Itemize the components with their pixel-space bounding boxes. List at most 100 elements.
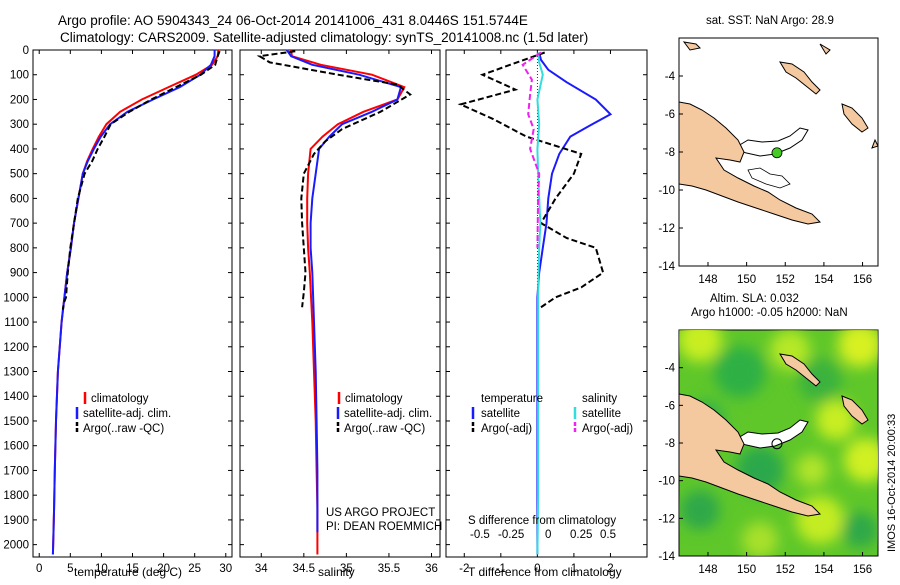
- land-bougainville: [841, 103, 869, 133]
- sla-map: 148 150 152 154 156 -4 -6 -8 -10 -12 -14: [658, 329, 879, 576]
- map-y-tick-label: -6: [665, 400, 675, 412]
- depth-tick-label: 800: [10, 243, 29, 255]
- depth-tick-label: 1300: [3, 367, 29, 379]
- sla-field: [679, 330, 878, 556]
- x-tick-label: 2: [607, 563, 613, 575]
- salinity-panel-frame: [239, 49, 441, 558]
- series-line-temperature-argo-adj-: [457, 51, 605, 311]
- series-line-salinity-satellite: [536, 52, 544, 555]
- series-line-argo-raw-qc-: [256, 50, 412, 308]
- credit-pi: PI: DEAN ROEMMICH: [326, 521, 442, 533]
- depth-tick-label: 0: [23, 45, 29, 57]
- depth-tick-label: 700: [10, 218, 29, 230]
- series-line-salinity-argo-adj-: [521, 51, 542, 248]
- series-line-satellite-adj-clim-: [285, 49, 403, 533]
- footer-timestamp: IMOS 16-Oct-2014 20:00:33: [886, 414, 898, 552]
- sla-map-subtitle: Argo h1000: -0.05 h2000: NaN: [691, 307, 848, 319]
- difference-series: [457, 51, 613, 555]
- depth-tick-label: 1000: [3, 292, 29, 304]
- sst-map: 148 150 152 154 156 -4 -6 -8 -10 -12 -14: [658, 37, 879, 286]
- land-new-britain: [737, 419, 809, 449]
- map-y-tick-label: -6: [665, 109, 675, 121]
- map-x-tick-label: 150: [737, 564, 756, 576]
- x-tick-label: 35.5: [378, 563, 400, 575]
- temperature-series: [51, 49, 221, 555]
- float-marker: [771, 438, 783, 450]
- x-tick-label: 35: [340, 563, 353, 575]
- map-x-tick-label: 148: [698, 564, 717, 576]
- x-tick-label: -2: [459, 563, 469, 575]
- depth-tick-label: 1100: [4, 317, 29, 329]
- series-line-satellite-adj-clim-: [51, 50, 216, 555]
- legend-label-satellite: satellite-adj. clim.: [83, 408, 171, 420]
- land-islands: [682, 41, 878, 149]
- depth-tick-label: 1600: [3, 441, 29, 453]
- float-marker: [771, 147, 783, 159]
- map-y-tick-label: -14: [658, 261, 675, 273]
- salinity-x-axis: 34 34.5 35 35.5 36: [255, 50, 438, 575]
- s-tick-label: 0: [545, 529, 551, 541]
- map-x-tick-label: 154: [814, 564, 834, 576]
- sla-blob-low: [798, 358, 842, 402]
- coast-outlines: [747, 167, 791, 189]
- map-x-tick-label: 152: [776, 274, 795, 286]
- x-tick-label: 10: [95, 563, 108, 575]
- x-tick-label: -1: [496, 563, 506, 575]
- s-tick-label: -0.5: [470, 529, 490, 541]
- x-tick-label: 30: [219, 563, 232, 575]
- map-x-tick-label: 154: [814, 274, 834, 286]
- map-y-tick-label: -12: [658, 223, 675, 235]
- map-x-tick-label: 156: [853, 564, 872, 576]
- sla-blob-high: [816, 400, 856, 440]
- sst-map-title: sat. SST: NaN Argo: 28.9: [706, 15, 834, 27]
- depth-tick-label: 200: [10, 94, 29, 106]
- land-new-guinea: [679, 101, 822, 225]
- s-tick-label: 0.25: [570, 529, 592, 541]
- legend-label-s-argo: Argo(-adj): [582, 423, 633, 435]
- map-y-tick-label: -4: [665, 71, 676, 83]
- map-x-tick-label: 150: [737, 274, 756, 286]
- depth-tick-label: 500: [10, 169, 29, 181]
- s-difference-ticks: -0.5 -0.25 0 0.25 0.5: [470, 529, 616, 541]
- map-y-tick-label: -14: [658, 551, 675, 563]
- x-tick-label: 34: [255, 563, 268, 575]
- temperature-legend: climatology satellite-adj. clim. Argo(..…: [75, 392, 171, 435]
- map-y-tick-label: -12: [658, 513, 675, 525]
- s-tick-label: -0.25: [498, 529, 524, 541]
- land-bougainville: [841, 395, 869, 425]
- map-y-tick-label: -4: [665, 363, 676, 375]
- sla-blob-high: [838, 330, 878, 367]
- map-y-tick-label: -10: [658, 476, 675, 488]
- map-y-tick-label: -10: [658, 185, 675, 197]
- sla-blob-high: [679, 330, 722, 362]
- figure-title-line1: Argo profile: AO 5904343_24 06-Oct-2014 …: [58, 13, 528, 28]
- salinity-xlabel: salinity: [318, 565, 355, 579]
- legend-head-salinity: salinity: [582, 393, 617, 405]
- salinity-legend: climatology satellite-adj. clim. Argo(..…: [336, 392, 432, 435]
- map-x-tick-label: 148: [698, 274, 717, 286]
- x-tick-label: 25: [188, 563, 201, 575]
- map-y-tick-label: -8: [665, 147, 675, 159]
- temperature-panel-frame: [32, 49, 233, 558]
- difference-legend: temperature salinity satellite Argo(-adj…: [471, 393, 633, 435]
- sst-map-land: [679, 41, 878, 225]
- x-tick-label: 20: [157, 563, 170, 575]
- legend-label-climatology: climatology: [91, 393, 149, 405]
- depth-tick-label: 1400: [3, 391, 29, 403]
- legend-label-t-argo: Argo(-adj): [481, 423, 532, 435]
- credit-project: US ARGO PROJECT: [326, 507, 435, 519]
- legend-label-argo: Argo(..raw -QC): [83, 423, 164, 435]
- land-new-ireland: [779, 61, 821, 95]
- temperature-x-axis: 0 5 10 15 20 25 30: [36, 50, 232, 575]
- sla-blob-low: [714, 346, 766, 398]
- legend-label-climatology: climatology: [345, 393, 403, 405]
- x-tick-label: 5: [67, 563, 73, 575]
- legend-label-s-satellite: satellite: [582, 408, 621, 420]
- sla-blob-high: [796, 454, 828, 486]
- depth-tick-label: 1800: [3, 490, 29, 502]
- sla-map-title: Altim. SLA: 0.032: [710, 293, 799, 305]
- map-x-tick-label: 152: [776, 564, 795, 576]
- depth-tick-label: 2000: [3, 540, 29, 552]
